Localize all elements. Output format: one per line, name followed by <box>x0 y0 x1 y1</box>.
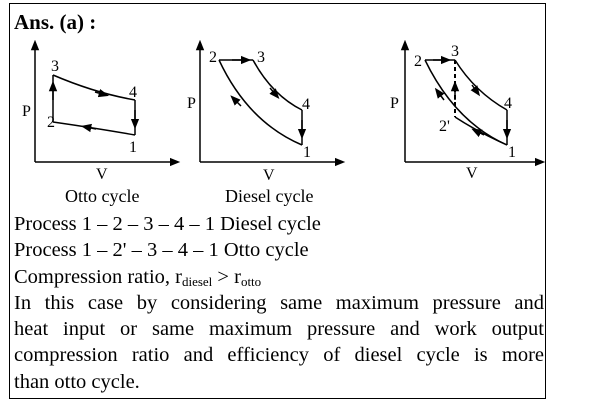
combined-p-label: P <box>390 95 399 112</box>
combined-process-3-4 <box>454 59 508 111</box>
otto-p-label: P <box>22 103 31 120</box>
diesel-cycle-diagram: P V 2 3 4 1 Diesel cycle <box>187 39 346 206</box>
paragraph-line-4: than otto cycle. <box>14 370 140 393</box>
otto-point-4: 4 <box>129 84 137 101</box>
compression-sub-otto: otto <box>240 273 262 289</box>
otto-point-2: 2 <box>47 114 55 131</box>
combined-point-2prime: 2' <box>439 118 450 135</box>
combined-v-label: V <box>466 165 478 182</box>
diesel-v-label: V <box>263 167 275 184</box>
compression-ratio-line: Compression ratio, rdiesel > rotto <box>14 264 544 290</box>
diesel-process-3-4 <box>252 59 303 111</box>
paragraph-line-1: In this case by considering same maximum… <box>14 291 544 314</box>
diesel-caption: Diesel cycle <box>225 186 313 206</box>
otto-cycle-diagram: P V 3 2 4 1 Otto cycle <box>22 39 181 206</box>
diesel-point-2: 2 <box>209 49 217 66</box>
otto-arrow-3-4 <box>94 89 110 98</box>
combined-arrow-1-2prime <box>471 128 485 138</box>
diesel-arrow-1-2 <box>230 95 242 107</box>
combined-point-2: 2 <box>414 53 422 70</box>
otto-process-3-4 <box>52 74 136 101</box>
diesel-process-1-2 <box>218 59 303 146</box>
combined-arrow-1-2 <box>434 87 445 101</box>
otto-caption: Otto cycle <box>65 186 139 206</box>
combined-arrow-3-4 <box>470 84 481 97</box>
diesel-point-4: 4 <box>302 96 310 113</box>
process-diesel-line: Process 1 – 2 – 3 – 4 – 1 Diesel cycle <box>14 213 321 235</box>
answer-heading: Ans. (a) : <box>14 10 97 34</box>
otto-arrow-1-2 <box>80 123 97 133</box>
compression-sub-diesel: diesel <box>181 273 213 289</box>
otto-point-1: 1 <box>129 139 137 156</box>
process-otto-line: Process 1 – 2' – 3 – 4 – 1 Otto cycle <box>14 239 309 262</box>
paragraph-line-3: compression ratio and efficiency of dies… <box>14 344 544 367</box>
paragraph-line-2: heat input or same maximum pressure and … <box>14 318 544 341</box>
compression-mid: > r <box>212 265 241 288</box>
otto-point-3: 3 <box>51 58 59 75</box>
combined-point-1: 1 <box>508 144 516 161</box>
answer-box <box>9 3 546 399</box>
answer-text: Process 1 – 2 – 3 – 4 – 1 Diesel cycle P… <box>14 211 544 395</box>
diesel-arrow-3-4 <box>269 87 280 99</box>
combined-point-4: 4 <box>504 95 512 112</box>
compression-prefix: Compression ratio, r <box>14 265 182 288</box>
diesel-point-3: 3 <box>257 49 265 66</box>
diesel-point-1: 1 <box>303 144 311 161</box>
otto-v-label: V <box>96 166 108 183</box>
diesel-p-label: P <box>187 95 196 112</box>
combined-cycle-diagram: P V 2 3 2' 4 1 <box>390 39 546 182</box>
combined-point-3: 3 <box>451 43 459 60</box>
